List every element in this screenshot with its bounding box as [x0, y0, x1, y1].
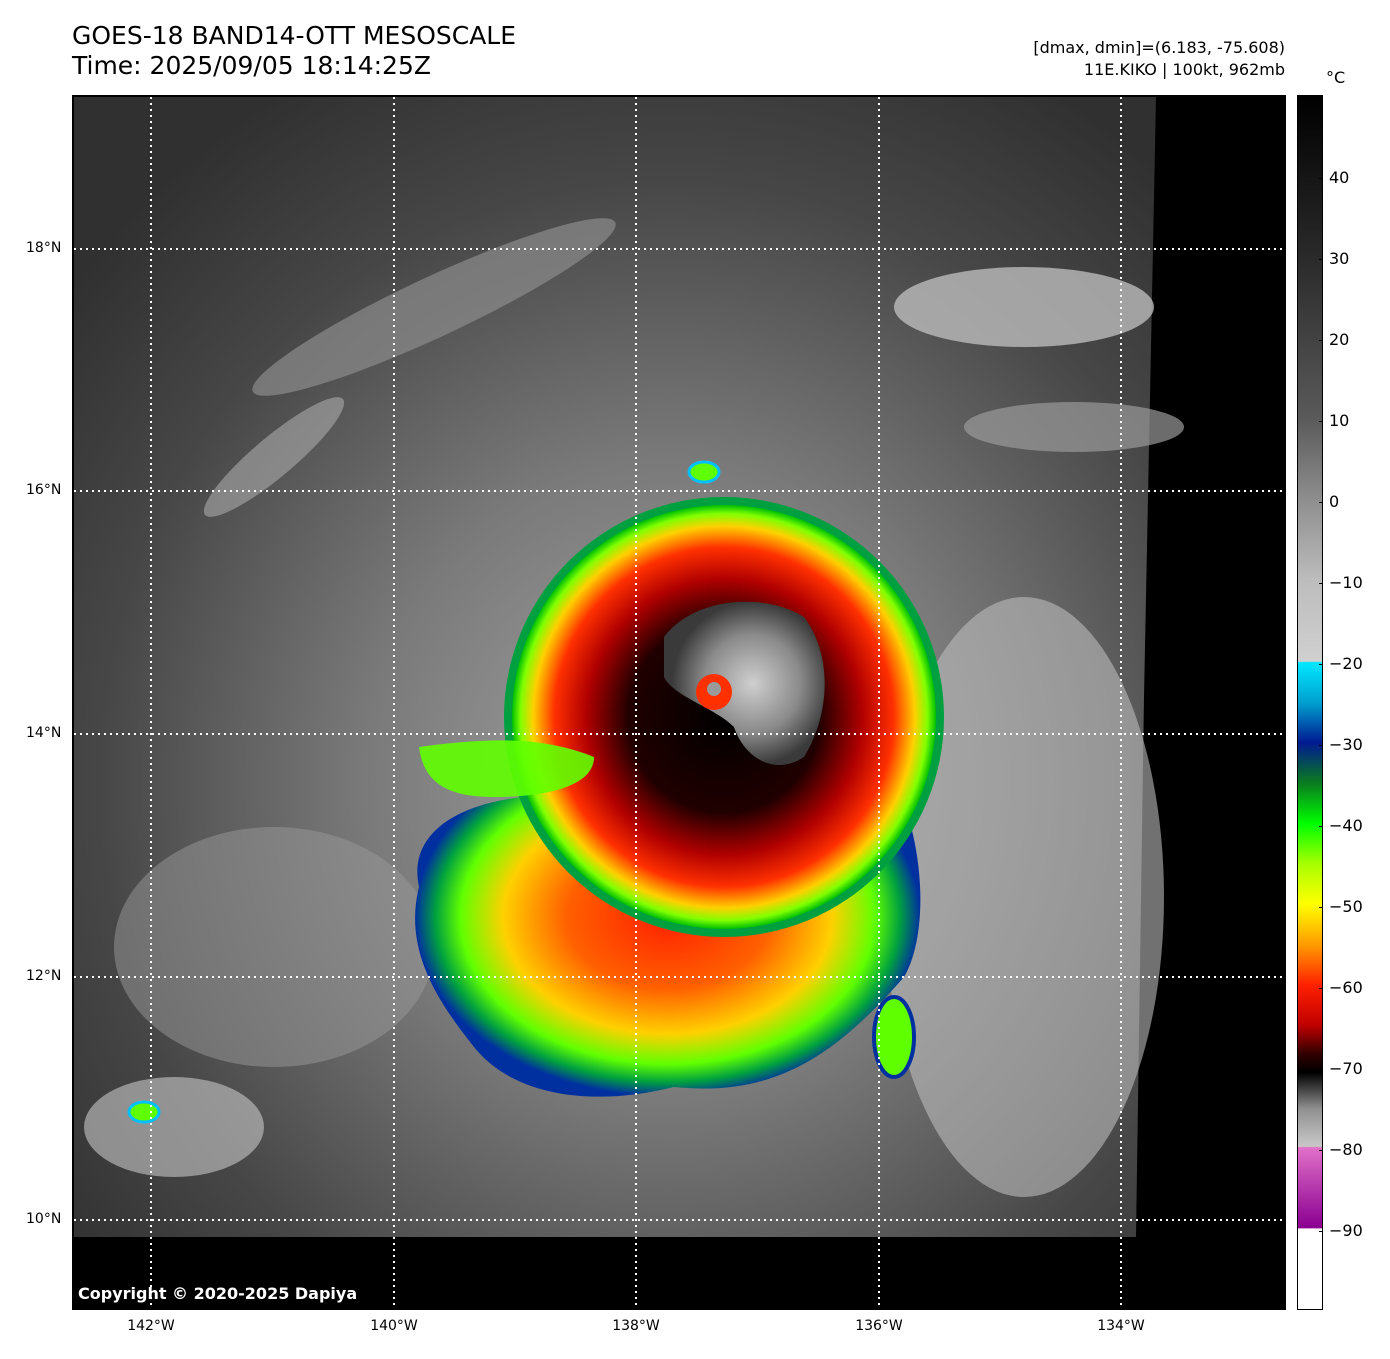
lon-label-136w: 136°W: [855, 1318, 903, 1334]
colorbar-tick-mark: [1319, 583, 1323, 584]
colorbar-tick-label: −20: [1329, 654, 1363, 673]
lat-label-18n: 18°N: [26, 240, 62, 256]
colorbar-tick-label: −90: [1329, 1221, 1363, 1240]
colorbar-tick-mark: [1319, 664, 1323, 665]
colorbar-tick-label: −50: [1329, 897, 1363, 916]
colorbar-tick-mark: [1319, 259, 1323, 260]
colorbar-tick-label: −30: [1329, 735, 1363, 754]
satellite-imagery-map: [72, 95, 1286, 1310]
lat-label-10n: 10°N: [26, 1211, 62, 1227]
storm-info: 11E.KIKO | 100kt, 962mb: [1083, 60, 1285, 79]
colorbar-tick-label: −60: [1329, 978, 1363, 997]
colorbar-tick-label: 0: [1329, 492, 1340, 511]
colorbar-tick-mark: [1319, 745, 1323, 746]
colorbar-unit: °C: [1326, 68, 1346, 87]
lat-label-14n: 14°N: [26, 725, 62, 741]
colorbar-tick-mark: [1319, 1150, 1323, 1151]
colorbar-tick-label: 30: [1329, 249, 1350, 268]
colorbar-tick-mark: [1319, 1231, 1323, 1232]
copyright-text: Copyright © 2020-2025 Dapiya: [78, 1284, 358, 1303]
data-range-readout: [dmax, dmin]=(6.183, -75.608): [1033, 38, 1285, 57]
lon-label-142w: 142°W: [127, 1318, 175, 1334]
colorbar-tick-mark: [1319, 178, 1323, 179]
colorbar-tick-label: −10: [1329, 573, 1363, 592]
temperature-colorbar: [1297, 95, 1323, 1310]
colorbar-tick-mark: [1319, 502, 1323, 503]
lat-label-16n: 16°N: [26, 482, 62, 498]
timestamp: Time: 2025/09/05 18:14:25Z: [72, 51, 431, 80]
colorbar-tick-mark: [1319, 826, 1323, 827]
colorbar-tick-label: −70: [1329, 1059, 1363, 1078]
lon-label-138w: 138°W: [612, 1318, 660, 1334]
colorbar-tick-label: 20: [1329, 330, 1350, 349]
colorbar-tick-mark: [1319, 421, 1323, 422]
colorbar-tick-mark: [1319, 1069, 1323, 1070]
colorbar-tick-label: 10: [1329, 411, 1350, 430]
colorbar-tick-mark: [1319, 988, 1323, 989]
lon-label-140w: 140°W: [370, 1318, 418, 1334]
colorbar-tick-label: −80: [1329, 1140, 1363, 1159]
colorbar-tick-label: −40: [1329, 816, 1363, 835]
colorbar-tick-label: 40: [1329, 168, 1350, 187]
satellite-image: [74, 97, 1284, 1308]
lat-label-12n: 12°N: [26, 968, 62, 984]
colorbar-tick-mark: [1319, 340, 1323, 341]
map-title: GOES-18 BAND14-OTT MESOSCALE: [72, 21, 517, 50]
lon-label-134w: 134°W: [1097, 1318, 1145, 1334]
colorbar-tick-mark: [1319, 907, 1323, 908]
